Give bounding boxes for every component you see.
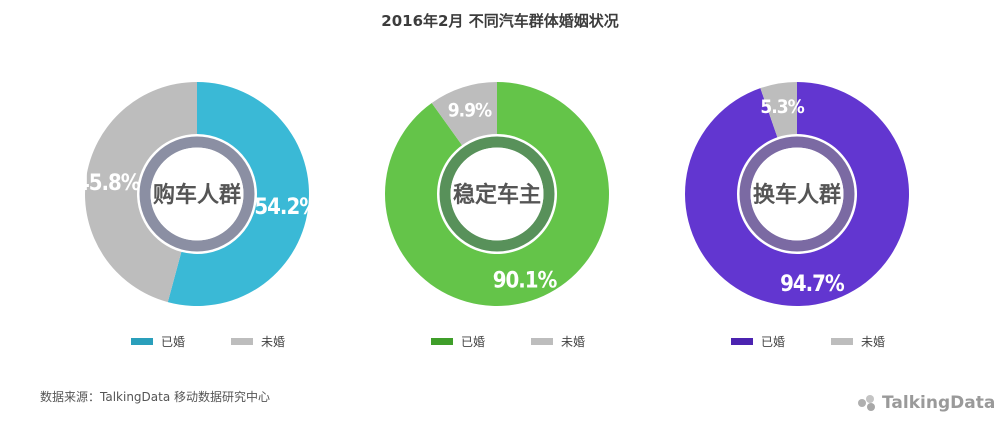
- legend-item: 未婚: [531, 333, 585, 350]
- legend-swatch: [131, 337, 153, 345]
- donut-3-legend: 已婚 未婚: [731, 333, 931, 349]
- donut-3-slice-married: [685, 82, 910, 307]
- legend-label: 已婚: [161, 334, 186, 349]
- donut-1-slice-unmarried: [85, 82, 197, 303]
- donut-2-slice-unmarried: [431, 82, 497, 146]
- donut-1-center-label: 购车人群: [153, 182, 241, 208]
- legend-label: 未婚: [861, 334, 886, 349]
- legend-label: 未婚: [561, 334, 586, 349]
- donut-1-slice-married: [167, 82, 310, 306]
- donut-3-value-label-1: 94.7%: [780, 272, 845, 297]
- legend-label: 已婚: [461, 334, 486, 349]
- legend-swatch: [731, 337, 753, 345]
- chart-title: 2016年2月 不同汽车群体婚姻状况: [381, 12, 619, 30]
- legend-swatch: [231, 337, 254, 345]
- donut-3-inner-ring: [739, 136, 855, 252]
- donut-1-legend: 已婚 未婚: [131, 333, 331, 349]
- legend-swatch: [831, 337, 854, 345]
- legend-swatch: [431, 337, 453, 345]
- donut-3-slice-unmarried: [760, 82, 797, 138]
- logo-text: TalkingData: [882, 393, 996, 413]
- legend-item: 已婚: [731, 333, 785, 350]
- logo-mark-icon: [858, 395, 875, 411]
- legend-item: 未婚: [831, 333, 885, 350]
- legend-swatch: [531, 337, 554, 345]
- donut-3-center: [750, 147, 844, 241]
- legend-item: 未婚: [231, 333, 285, 350]
- donut-1-value-label-1: 54.2%: [254, 195, 319, 220]
- talkingdata-logo: TalkingData: [856, 393, 995, 413]
- donut-2-inner-ring: [439, 136, 555, 252]
- donut-2-value-label-2: 9.9%: [448, 99, 492, 121]
- donut-1-center: [150, 147, 244, 241]
- legend-label: 已婚: [761, 334, 786, 349]
- donut-2-value-label-1: 90.1%: [493, 269, 558, 294]
- legend-label: 未婚: [261, 334, 286, 349]
- legend-item: 已婚: [431, 333, 485, 350]
- legend-item: 已婚: [131, 333, 185, 350]
- donut-2-legend: 已婚 未婚: [431, 333, 631, 349]
- donut-3-center-label: 换车人群: [753, 182, 841, 208]
- donut-1-value-label-2: 45.8%: [76, 171, 141, 196]
- source-note: 数据来源：TalkingData 移动数据研究中心: [40, 390, 271, 404]
- donut-2-center: [450, 147, 544, 241]
- donut-2-slice-married: [385, 82, 610, 307]
- donut-2-center-label: 稳定车主: [453, 182, 541, 208]
- donut-1-inner-ring: [139, 136, 255, 252]
- donut-3-value-label-2: 5.3%: [760, 96, 804, 118]
